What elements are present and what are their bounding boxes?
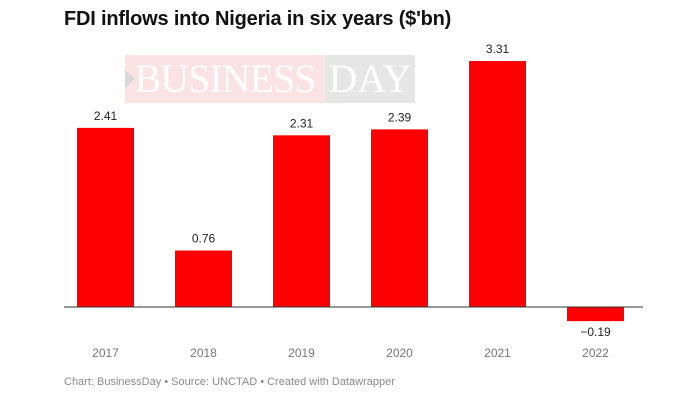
value-label-2017: 2.41 [94, 109, 118, 123]
x-tick-label-2017: 2017 [92, 346, 119, 360]
bar-2020 [371, 129, 428, 307]
x-tick-label-2019: 2019 [288, 346, 315, 360]
value-label-2018: 0.76 [192, 232, 216, 246]
bar-2018 [175, 250, 232, 307]
chart-footer: Chart: BusinessDay • Source: UNCTAD • Cr… [64, 376, 395, 388]
x-tick-label-2021: 2021 [484, 346, 511, 360]
value-label-2019: 2.31 [290, 116, 314, 130]
watermark-business: BUSINESS [125, 55, 325, 103]
value-label-2021: 3.31 [486, 42, 510, 56]
x-tick-label-2018: 2018 [190, 346, 217, 360]
bar-2022 [567, 307, 624, 322]
x-tick-label-2020: 2020 [386, 346, 413, 360]
bar-2019 [273, 135, 330, 307]
bar-2021 [469, 61, 526, 307]
bar-2017 [77, 127, 134, 307]
value-label-2022: −0.19 [580, 325, 611, 339]
chart-title: FDI inflows into Nigeria in six years ($… [64, 8, 452, 30]
watermark-arrow-icon [125, 70, 135, 88]
value-label-2020: 2.39 [388, 110, 412, 124]
watermark-day: DAY [325, 55, 415, 103]
x-tick-label-2022: 2022 [582, 346, 609, 360]
